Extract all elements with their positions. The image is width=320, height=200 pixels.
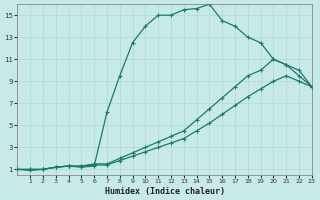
X-axis label: Humidex (Indice chaleur): Humidex (Indice chaleur) <box>105 187 225 196</box>
